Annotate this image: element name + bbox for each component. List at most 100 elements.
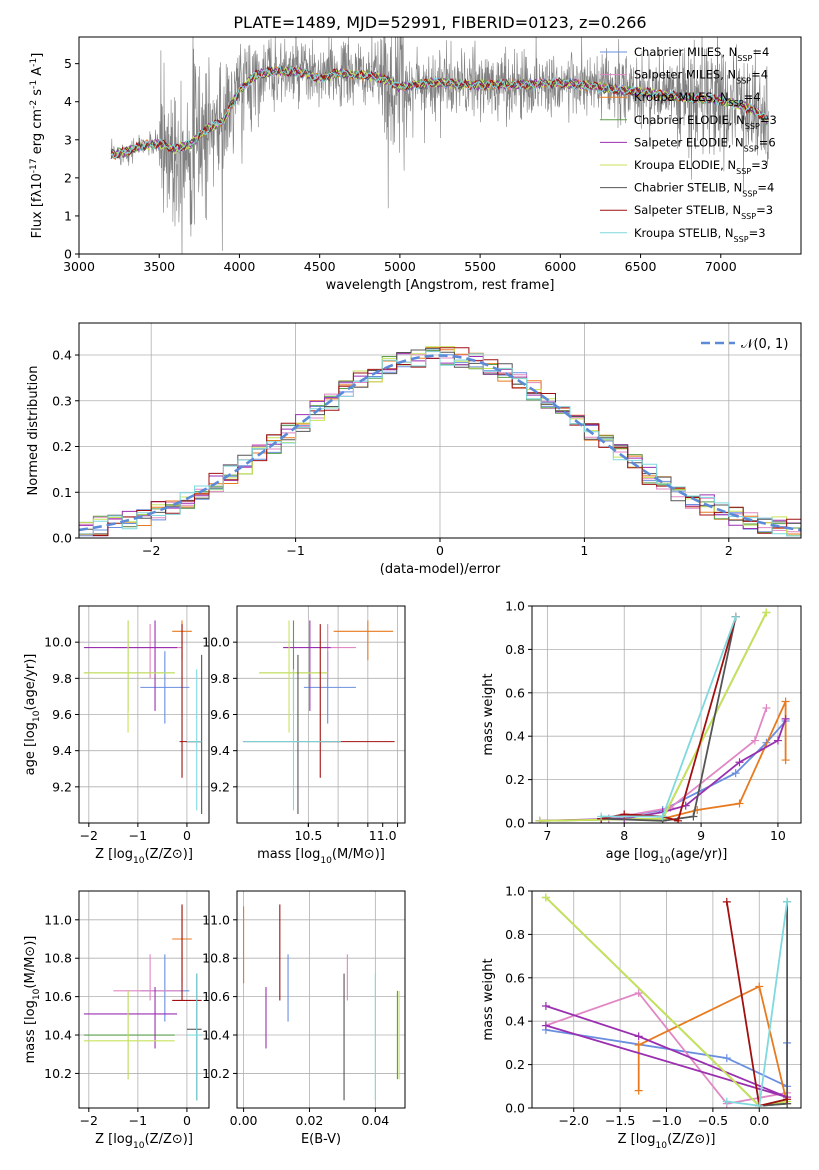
y-tick-label: 0.3	[52, 393, 72, 408]
y-tick-label: 10.8	[202, 951, 230, 966]
x-tick-label: 0.04	[361, 1113, 389, 1128]
weight-marker	[597, 812, 606, 821]
x-axis-label: (data-model)/error	[380, 562, 501, 577]
weight-line	[545, 1005, 788, 1099]
plot-area	[79, 346, 801, 538]
x-tick-label: 7000	[705, 259, 737, 274]
plot-area	[541, 893, 792, 1108]
weight-line	[608, 707, 768, 820]
x-tick-label: 0.02	[296, 1113, 324, 1128]
y-tick-label: 5	[64, 56, 72, 71]
weight-marker	[750, 736, 759, 745]
y-tick-label: 0.2	[52, 439, 72, 454]
histogram-8	[79, 351, 801, 538]
figure-title: PLATE=1489, MJD=52991, FIBERID=0123, z=0…	[233, 13, 646, 32]
weight-marker	[762, 608, 771, 617]
y-tick-label: 0.0	[52, 531, 72, 546]
plot-area	[83, 904, 202, 1101]
weight-line	[539, 612, 768, 822]
x-tick-label: −1.5	[605, 1113, 635, 1128]
legend-label: Chabrier STELIB, NSSP=4	[634, 181, 774, 199]
x-tick-label: 0	[436, 543, 444, 558]
plot-area	[535, 608, 790, 823]
x-tick-label: −2	[142, 543, 160, 558]
y-tick-label: 9.6	[52, 707, 72, 722]
y-tick-label: 10.0	[44, 635, 72, 650]
x-tick-label: 2	[725, 543, 733, 558]
weight-marker	[634, 1086, 643, 1095]
legend: 𝒩(0, 1)	[701, 337, 788, 352]
y-tick-label: 1	[64, 208, 72, 223]
y-tick-label: 0.8	[505, 642, 525, 657]
x-tick-label: 11.0	[369, 828, 397, 843]
y-tick-label: 10.2	[44, 1066, 72, 1081]
x-tick-label: −2.0	[559, 1113, 589, 1128]
x-tick-label: 3500	[143, 259, 175, 274]
x-axis-label: mass [log10(M/M⊙)]	[257, 847, 385, 866]
legend-label: Salpeter MILES, NSSP=4	[634, 68, 768, 86]
y-tick-label: 1.0	[505, 884, 525, 899]
y-tick-label: 10.6	[44, 989, 72, 1004]
plot-area	[83, 620, 203, 814]
weight-line	[637, 985, 788, 1104]
weight-marker	[781, 756, 790, 765]
gaussian-curve	[79, 354, 801, 532]
y-tick-label: 9.8	[210, 671, 230, 686]
legend-label: 𝒩(0, 1)	[741, 337, 788, 352]
x-tick-label: 4000	[224, 259, 256, 274]
y-axis-label: Flux [fλ10-17 erg cm-2 s-1 A-1]	[29, 53, 45, 239]
y-tick-label: 0.4	[505, 729, 525, 744]
y-tick-label: 3	[64, 132, 72, 147]
weight-line	[726, 901, 788, 1107]
weight-marker	[735, 799, 744, 808]
panel-mass_vs_Z: −2 −1 0 10.2 10.4 10.6 10.8 11.0 Z [log10(Z/Z⊙)]…	[23, 890, 210, 1151]
legend-label: Kroupa MILES, NSSP=4	[634, 90, 761, 108]
legend-label: Salpeter ELODIE, NSSP=6	[634, 135, 776, 153]
x-tick-label: 4500	[304, 259, 336, 274]
weight-line	[539, 612, 768, 822]
weight-marker	[689, 812, 698, 821]
model-spectrum-line	[111, 65, 769, 159]
x-tick-label: −0.5	[698, 1113, 728, 1128]
weight-line	[725, 901, 788, 1107]
y-tick-label: 0.1	[52, 485, 72, 500]
panel-spectrum: 3000 3500 4000 4500 5000 5500 6000 6500 7000 0 1 2 3…	[29, 36, 802, 293]
weight-line	[601, 616, 737, 822]
legend-label: Kroupa ELODIE, NSSP=3	[634, 158, 768, 176]
y-axis-label: age [log10(age/yr)]	[23, 654, 42, 776]
panel-massweight_vs_age: 7 8 9 10 0.0 0.2 0.4 0.6 0.8 1.0 age [log10(age/yr…	[481, 599, 802, 866]
y-tick-label: 9.8	[52, 671, 72, 686]
y-tick-label: 2	[64, 170, 72, 185]
x-axis-label: Z [log10(Z/Z⊙)]	[95, 847, 193, 866]
x-axis-label: Z [log10(Z/Z⊙)]	[618, 1132, 716, 1151]
weight-marker	[731, 769, 740, 778]
x-tick-label: 8	[620, 828, 628, 843]
y-axis-label: mass [log10(M/M⊙)]	[23, 936, 42, 1064]
weight-line	[608, 720, 787, 820]
y-tick-label: 0.4	[52, 348, 72, 363]
y-tick-label: 0	[64, 247, 72, 262]
x-tick-label: 0.0	[749, 1113, 769, 1128]
y-tick-label: 10.0	[202, 635, 230, 650]
weight-marker	[722, 897, 731, 906]
axes-frame	[236, 890, 406, 1109]
weight-marker	[541, 1021, 550, 1030]
x-tick-label: 10.5	[294, 828, 322, 843]
x-tick-label: 5500	[464, 259, 496, 274]
weight-line	[545, 991, 788, 1105]
plot-area	[242, 620, 395, 814]
x-tick-label: 0	[183, 828, 191, 843]
y-tick-label: 0.2	[505, 772, 525, 787]
panel-mass_vs_EBV: 0.00 0.02 0.04 10.2 10.4 10.6 10.8 11.0 E(B-V)	[202, 890, 406, 1147]
weight-marker	[762, 703, 771, 712]
legend-label: Chabrier ELODIE, NSSP=3	[634, 113, 777, 131]
weight-line	[601, 616, 737, 818]
y-tick-label: 9.6	[210, 707, 230, 722]
y-tick-label: 10.6	[202, 989, 230, 1004]
x-axis-label: age [log10(age/yr)]	[606, 847, 728, 866]
weight-marker	[781, 714, 790, 723]
x-tick-label: 5000	[384, 259, 416, 274]
y-tick-label: 0.8	[505, 927, 525, 942]
axes-frame	[78, 890, 210, 1109]
x-tick-label: 7	[543, 828, 551, 843]
